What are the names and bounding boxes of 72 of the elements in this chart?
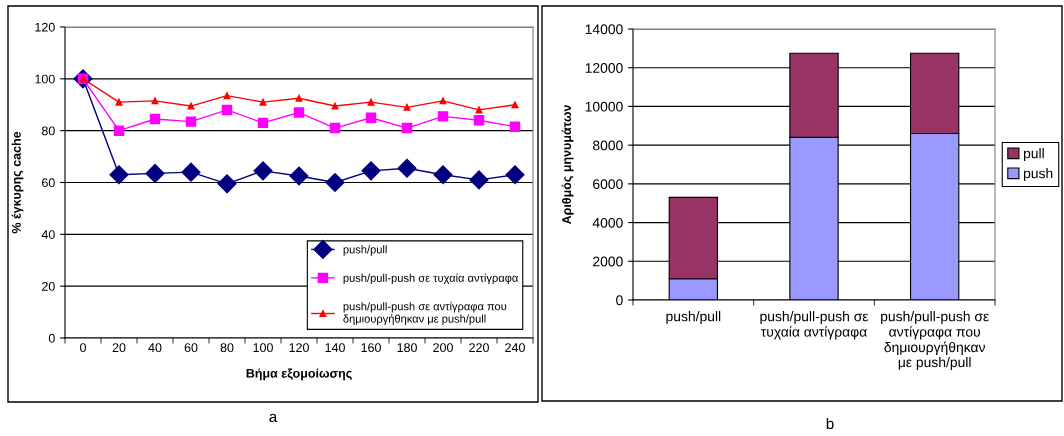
x-tick-label: 220 — [469, 343, 489, 353]
point — [509, 121, 521, 132]
point — [469, 170, 489, 190]
point — [253, 161, 273, 181]
y-tick-label: 2000 — [593, 256, 623, 267]
y-tick-label: 10000 — [585, 101, 623, 112]
y-tick-label: 4000 — [592, 217, 623, 228]
y-tick-label: 100 — [35, 74, 55, 84]
x-tick-label: 140 — [325, 343, 345, 353]
x-tick-label: 40 — [148, 343, 162, 353]
x-tick-label: 100 — [253, 343, 273, 353]
x-tick-label: 240 — [505, 343, 525, 353]
x-tick-label: 60 — [184, 343, 198, 353]
y-tick-label: 14000 — [585, 24, 623, 35]
point — [259, 98, 267, 106]
point — [397, 158, 417, 178]
point — [437, 111, 449, 122]
point — [473, 115, 485, 126]
legend-label: push — [1023, 168, 1053, 181]
text: b — [826, 417, 834, 430]
point — [185, 116, 197, 127]
point — [289, 166, 309, 186]
point — [511, 101, 519, 109]
y-tick-label: 40 — [41, 230, 55, 239]
x-tick-label: 160 — [361, 343, 381, 353]
legend-label: push/pull-push σε τυχαία αντίγραφα — [343, 273, 519, 285]
y-tick-label: 0 — [616, 295, 623, 306]
y-tick-label: 20 — [42, 281, 55, 291]
point — [403, 103, 411, 111]
y-tick-label: 80 — [41, 126, 55, 136]
point — [365, 112, 377, 123]
point — [109, 165, 129, 185]
point — [331, 102, 339, 110]
x-tick-label: 180 — [397, 343, 417, 353]
x-axis-title: Βήμα εξομοίωσης — [246, 368, 352, 381]
point — [221, 104, 233, 116]
y-tick-label: 8000 — [592, 140, 623, 151]
point — [181, 162, 201, 182]
y-tick-label: 12000 — [585, 63, 623, 73]
point — [329, 122, 341, 134]
point — [187, 102, 195, 110]
point — [505, 165, 525, 185]
point — [361, 161, 381, 181]
point — [223, 92, 231, 100]
legend-label: pull — [1023, 148, 1044, 162]
x-tick-label: 20 — [112, 343, 126, 353]
x-tick-label: 0 — [80, 343, 86, 353]
point — [367, 98, 375, 106]
point — [325, 172, 345, 193]
point — [115, 98, 123, 106]
text: a — [269, 413, 278, 423]
x-tick-label: 200 — [433, 343, 453, 353]
y-tick-label: 120 — [35, 22, 55, 32]
x-tick-label: push/pull-push σε τυχαία αντίγραφα — [760, 311, 869, 340]
point — [257, 117, 269, 129]
point — [433, 165, 453, 185]
y-axis-title: % έγκυρης cache — [11, 131, 24, 234]
point — [217, 174, 237, 194]
x-tick-label: 120 — [289, 343, 309, 353]
x-tick-label: 80 — [220, 343, 234, 353]
y-tick-label: 60 — [42, 178, 55, 188]
legend-label: push/pull — [343, 245, 387, 256]
x-tick-label: push/pull-push σε αντίγραφα που δημιουργήθηκαν με push/pull — [881, 311, 989, 370]
point — [401, 122, 413, 134]
point — [149, 113, 161, 125]
point — [145, 163, 165, 183]
point — [113, 125, 125, 136]
x-tick-label: push/pull — [666, 311, 721, 325]
y-tick-label: 6000 — [593, 179, 623, 190]
y-axis-title: Αριθμός μηνυμάτων — [561, 105, 574, 225]
point — [293, 107, 305, 118]
point — [295, 94, 303, 102]
